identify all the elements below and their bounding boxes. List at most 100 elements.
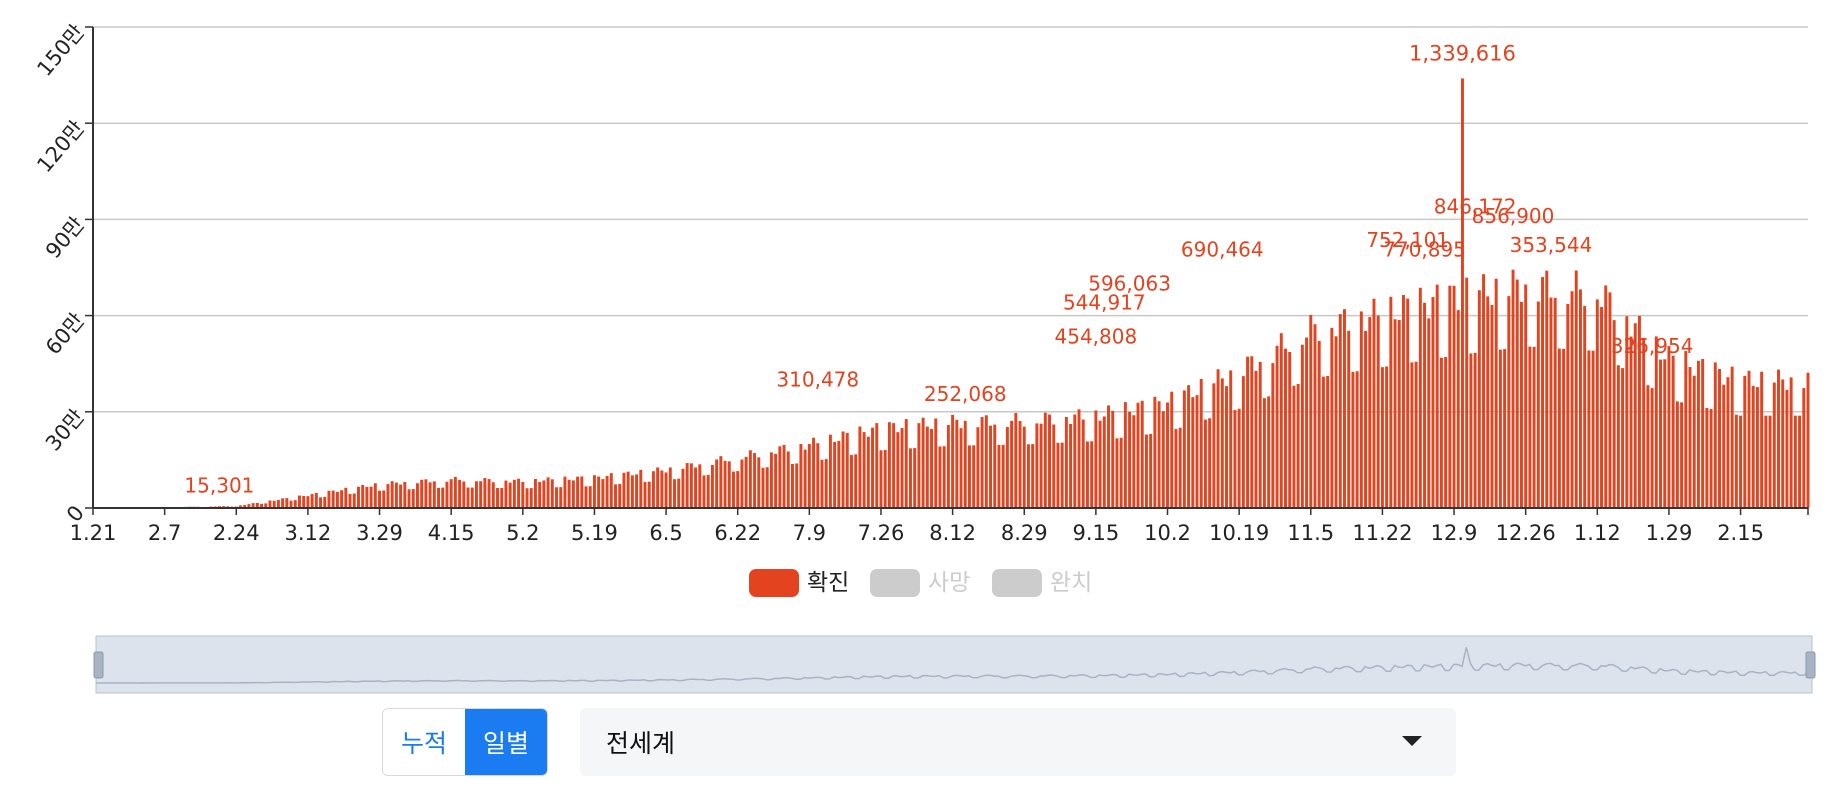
bar — [1722, 384, 1726, 508]
bar — [862, 432, 866, 508]
bar — [1237, 408, 1241, 508]
bar — [382, 490, 386, 508]
bar — [664, 472, 668, 508]
legend-label: 사망 — [928, 570, 970, 596]
bar — [609, 473, 613, 508]
bar — [1566, 304, 1570, 508]
bar — [1739, 415, 1743, 508]
bar — [1696, 360, 1700, 508]
bar — [580, 476, 584, 508]
bar — [1545, 270, 1549, 508]
bar — [1317, 340, 1321, 508]
cumulative-button[interactable]: 누적 — [383, 709, 465, 775]
bar — [668, 467, 672, 508]
x-tick-label: 4.15 — [428, 521, 475, 545]
bar — [1465, 277, 1469, 508]
bar — [567, 479, 571, 508]
bar — [647, 481, 651, 508]
bar — [420, 479, 424, 508]
bar — [1730, 366, 1734, 508]
bar — [1781, 379, 1785, 508]
bar — [1107, 405, 1110, 508]
region-select[interactable]: 전세계 — [580, 708, 1456, 776]
bar — [403, 481, 407, 508]
x-tick-label: 7.26 — [858, 521, 905, 545]
bar — [1389, 296, 1393, 508]
legend-item[interactable]: 확진 — [749, 569, 849, 597]
legend-item[interactable]: 사망 — [870, 569, 970, 597]
zoom-slider-track — [95, 635, 1813, 694]
legend-item[interactable]: 완치 — [992, 569, 1092, 597]
bar — [365, 486, 369, 508]
data-label: 846,172 — [1434, 194, 1517, 218]
bar — [1637, 315, 1641, 508]
bar — [1583, 306, 1587, 508]
bar — [1216, 369, 1220, 508]
bar — [875, 423, 879, 508]
bar — [1768, 415, 1772, 508]
bar — [774, 453, 778, 508]
bar — [845, 432, 849, 508]
zoom-handle-right[interactable] — [1805, 651, 1816, 679]
bar — [1435, 284, 1439, 508]
legend-label: 완치 — [1050, 570, 1092, 596]
daily-button[interactable]: 일별 — [465, 709, 547, 775]
x-tick-label: 8.12 — [929, 521, 976, 545]
bar — [1397, 319, 1401, 508]
bar — [1305, 337, 1309, 508]
bar — [677, 478, 681, 508]
bar — [1056, 442, 1060, 508]
bar — [1064, 416, 1068, 508]
bar — [500, 488, 504, 508]
bar — [335, 491, 339, 508]
bar — [1570, 291, 1574, 508]
data-label: 15,301 — [184, 473, 254, 497]
bar — [1343, 309, 1346, 508]
bar — [571, 480, 575, 508]
zoom-handle-left[interactable] — [93, 651, 104, 679]
bar — [1073, 414, 1077, 508]
bar — [512, 479, 516, 508]
bar — [605, 475, 609, 508]
bar — [415, 483, 419, 508]
bar — [378, 490, 381, 508]
bar — [1461, 78, 1464, 509]
bar — [470, 487, 474, 508]
bar — [1393, 319, 1397, 508]
bar — [748, 450, 752, 508]
bar — [639, 469, 643, 508]
bar — [1456, 310, 1460, 508]
bar — [1081, 419, 1085, 508]
bar — [967, 445, 971, 508]
bar — [1321, 376, 1325, 508]
bar — [1675, 401, 1679, 508]
bar — [921, 417, 925, 508]
bar — [1094, 410, 1098, 508]
bar — [1418, 287, 1422, 508]
bar — [1372, 298, 1376, 508]
bar — [786, 451, 790, 508]
bar — [588, 486, 592, 508]
x-tick-label: 1.12 — [1574, 521, 1621, 545]
bar — [1498, 349, 1502, 508]
bar — [622, 472, 626, 508]
bar — [887, 422, 891, 508]
bar — [1233, 410, 1237, 508]
bar — [601, 479, 605, 508]
bar — [466, 487, 470, 508]
bar — [298, 495, 301, 508]
bar — [1578, 289, 1582, 508]
bar — [496, 487, 499, 508]
bar — [1477, 290, 1481, 508]
bar — [1275, 345, 1279, 508]
x-tick-label: 5.19 — [571, 521, 618, 545]
bar — [1431, 297, 1435, 508]
bar — [685, 463, 689, 508]
bar — [1292, 385, 1296, 508]
bar — [1410, 362, 1414, 508]
bar — [1667, 346, 1671, 508]
bar — [1010, 420, 1014, 508]
bar — [243, 505, 247, 508]
bar — [732, 471, 735, 508]
bar — [1166, 402, 1169, 508]
